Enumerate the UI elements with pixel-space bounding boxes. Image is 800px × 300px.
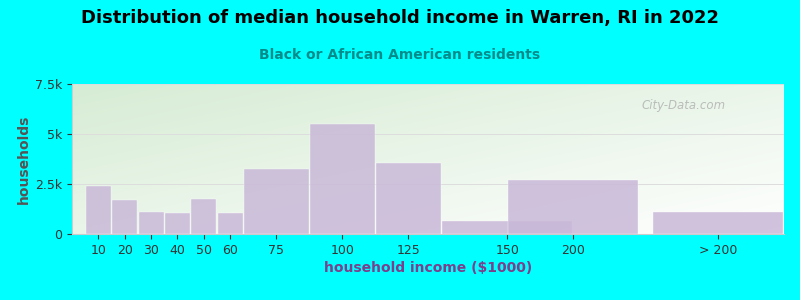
Bar bbox=[165, 213, 190, 234]
Bar bbox=[218, 213, 242, 234]
Bar bbox=[112, 200, 138, 234]
Bar bbox=[191, 199, 216, 234]
Bar bbox=[442, 221, 572, 234]
Text: City-Data.com: City-Data.com bbox=[642, 99, 726, 112]
X-axis label: household income ($1000): household income ($1000) bbox=[324, 261, 532, 275]
Bar bbox=[376, 163, 441, 234]
Bar bbox=[244, 169, 309, 234]
Bar bbox=[86, 186, 111, 234]
Bar bbox=[310, 124, 374, 234]
Bar bbox=[653, 212, 783, 234]
Text: Black or African American residents: Black or African American residents bbox=[259, 48, 541, 62]
Text: Distribution of median household income in Warren, RI in 2022: Distribution of median household income … bbox=[81, 9, 719, 27]
Bar bbox=[138, 212, 164, 234]
Y-axis label: households: households bbox=[17, 114, 31, 204]
Bar bbox=[508, 180, 638, 234]
